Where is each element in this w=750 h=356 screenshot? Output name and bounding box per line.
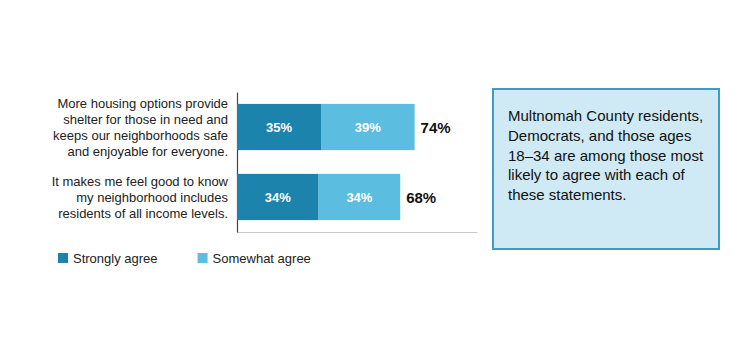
category-label: It makes me feel good to knowmy neighbor… [52, 174, 229, 221]
x-axis-line [238, 232, 478, 233]
legend-swatch [198, 253, 208, 263]
bar [237, 104, 321, 150]
legend: Strongly agree Somewhat agree [58, 251, 311, 266]
data-label: 34% [265, 190, 291, 205]
total-label: 68% [406, 189, 436, 206]
total-label: 74% [421, 119, 451, 136]
bar [237, 174, 319, 220]
bar [321, 104, 415, 150]
data-label: 39% [355, 120, 381, 135]
category-label: More housing options provideshelter for … [53, 96, 228, 159]
x-axis [238, 232, 478, 233]
legend-label: Strongly agree [73, 251, 158, 266]
data-labels: 35% 39% 34% 34% [265, 120, 381, 205]
annotation: Multnomah County residents, Democrats, a… [492, 88, 720, 250]
data-label: 34% [346, 190, 372, 205]
bars [237, 104, 415, 220]
bar [319, 174, 401, 220]
legend-label: Somewhat agree [213, 251, 311, 266]
legend-swatch [58, 253, 68, 263]
data-label: 35% [266, 120, 292, 135]
